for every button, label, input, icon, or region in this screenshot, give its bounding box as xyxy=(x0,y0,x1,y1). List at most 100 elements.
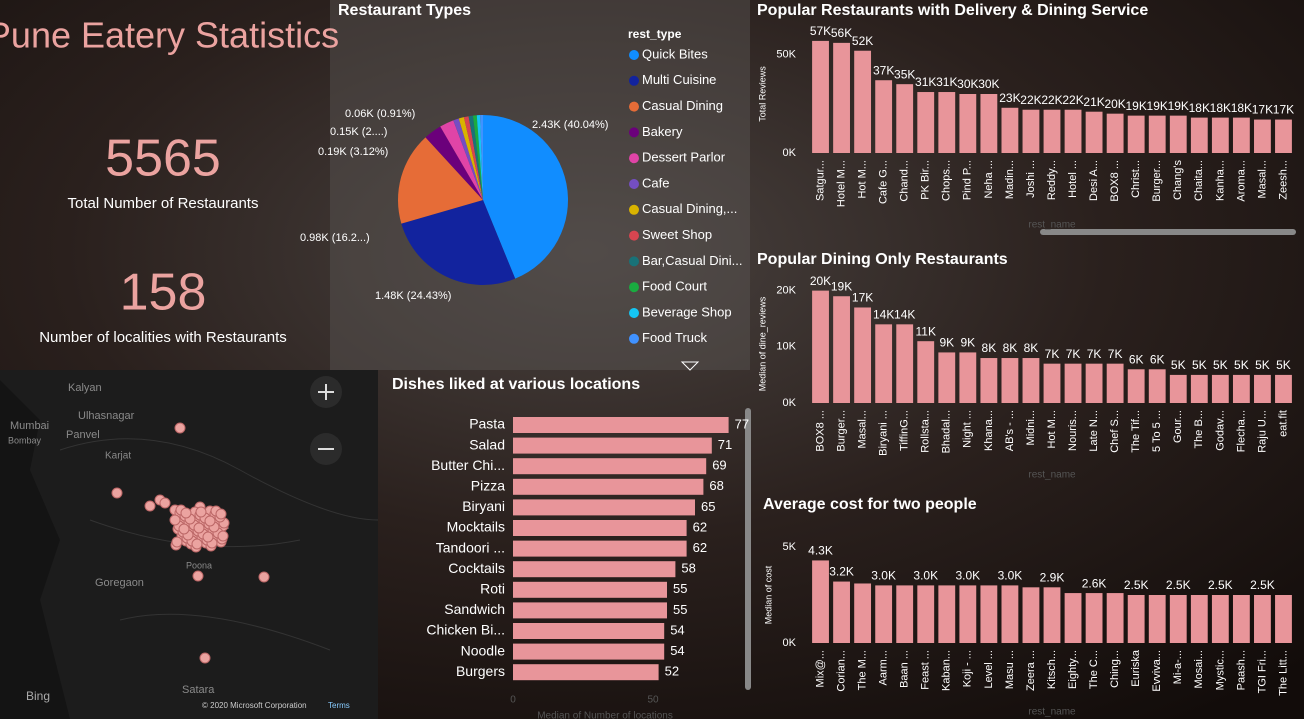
bar xyxy=(938,585,956,643)
bar xyxy=(917,92,935,153)
x-tick-label: Euriska xyxy=(1130,649,1142,687)
map-dot xyxy=(171,536,183,548)
bar xyxy=(1232,374,1250,403)
map-dot xyxy=(202,531,214,543)
bar xyxy=(1127,115,1145,153)
y-tick-label: 50K xyxy=(776,49,796,61)
bar xyxy=(1001,585,1019,643)
map-terms[interactable]: Terms xyxy=(328,701,350,710)
scrollbar[interactable] xyxy=(1040,229,1296,235)
value-label: 6K xyxy=(1129,352,1144,366)
y-tick-label: 0K xyxy=(783,637,797,649)
value-label: 77 xyxy=(735,416,749,431)
bar xyxy=(1085,593,1103,643)
legend-swatch xyxy=(629,179,639,189)
pie-slice xyxy=(401,200,516,285)
map-dot xyxy=(169,514,181,526)
pie-slice xyxy=(468,115,483,200)
map-attribution: © 2020 Microsoft Corporation xyxy=(202,701,307,710)
x-tick-label: Level ... xyxy=(983,650,995,689)
map-dot xyxy=(195,506,207,518)
bar xyxy=(980,585,998,643)
bar xyxy=(513,664,659,681)
y-tick-label: Salad xyxy=(469,436,505,452)
x-tick-label: 0 xyxy=(510,695,516,706)
chart-title: Popular Dining Only Restaurants xyxy=(757,251,1008,268)
bar xyxy=(1022,358,1040,403)
bar xyxy=(1043,587,1061,643)
x-tick-label: Chaita... xyxy=(1193,160,1205,201)
value-label: 19K xyxy=(1125,99,1146,113)
bar xyxy=(938,352,956,403)
sea xyxy=(0,380,70,719)
value-label: 19K xyxy=(1168,99,1189,113)
bar xyxy=(1148,595,1166,643)
bar xyxy=(513,458,707,475)
value-label: 17K xyxy=(852,291,873,305)
x-tick-label: Kanha... xyxy=(1214,160,1226,201)
y-tick-label: 10K xyxy=(776,341,796,353)
y-tick-label: 0K xyxy=(783,397,797,409)
map-dot xyxy=(178,523,190,535)
x-tick-label: Khana... xyxy=(983,410,995,451)
x-tick-label: Chand... xyxy=(899,160,911,202)
value-label: 2.5K xyxy=(1208,578,1233,592)
bar xyxy=(513,561,676,578)
y-tick-label: Biryani xyxy=(462,498,505,514)
value-label: 8K xyxy=(1003,341,1018,355)
y-tick-label: 0K xyxy=(783,147,797,159)
bar xyxy=(1211,374,1229,403)
x-tick-label: Joshi ... xyxy=(1025,160,1037,198)
value-label: 3.0K xyxy=(998,569,1023,583)
legend-scroll-arrow[interactable] xyxy=(680,361,700,371)
legend-label: Casual Dining xyxy=(642,98,723,113)
x-tick-label: The B... xyxy=(1193,410,1205,449)
legend-label: Food Truck xyxy=(642,330,708,345)
value-label: 54 xyxy=(670,622,684,637)
bar xyxy=(875,585,893,643)
value-label: 35K xyxy=(894,67,915,81)
bar xyxy=(1254,595,1271,643)
chart-title: Restaurant Types xyxy=(338,2,471,19)
value-label: 5K xyxy=(1192,358,1207,372)
x-tick-label: BOX8 ... xyxy=(814,410,826,452)
value-label: 22K xyxy=(1041,93,1062,107)
x-tick-label: Aroma... xyxy=(1235,160,1247,202)
bar xyxy=(1169,115,1187,153)
map-dot xyxy=(199,652,211,664)
value-label: 30K xyxy=(957,77,978,91)
chart-title: Average cost for two people xyxy=(763,496,977,513)
pie-label: 0.06K (0.91%) xyxy=(345,108,415,120)
pie-slice xyxy=(476,115,483,200)
value-label: 68 xyxy=(709,478,723,493)
bar xyxy=(1001,358,1019,403)
bar xyxy=(917,585,935,643)
x-tick-label: Hotel M... xyxy=(835,160,847,207)
value-label: 17K xyxy=(1273,103,1294,117)
value-label: 14K xyxy=(894,308,915,322)
x-tick-label: Baan ... xyxy=(899,650,911,688)
bar xyxy=(812,560,829,643)
value-label: 65 xyxy=(701,499,715,514)
bar xyxy=(1254,374,1271,403)
value-label: 57K xyxy=(810,24,831,38)
bar xyxy=(875,80,893,153)
scrollbar[interactable] xyxy=(745,408,751,690)
x-tick-label: Koji - ... xyxy=(962,650,974,687)
x-tick-label: Biryani ... xyxy=(878,410,890,456)
y-tick-label: Roti xyxy=(480,581,505,597)
x-tick-label: Chops... xyxy=(941,160,953,201)
x-tick-label: Night ... xyxy=(962,410,974,448)
x-tick-label: Desi A... xyxy=(1088,160,1100,201)
x-tick-label: Zeesh... xyxy=(1277,160,1289,200)
kpi-value: 158 xyxy=(120,264,207,322)
x-tick-label: Zeera ... xyxy=(1025,650,1037,691)
legend-label: Beverage Shop xyxy=(642,304,732,319)
legend-label: Cafe xyxy=(642,175,669,190)
y-tick-label: 20K xyxy=(776,285,796,297)
map[interactable]: Kalyan Ulhasnagar Mumbai Bombay Panvel K… xyxy=(0,370,379,719)
x-tick-label: Rollsta... xyxy=(920,410,932,453)
y-axis-label: Median of dine_reviews xyxy=(757,296,767,391)
pie-slice xyxy=(398,137,483,224)
x-tick-label: Hot M... xyxy=(1046,410,1058,449)
